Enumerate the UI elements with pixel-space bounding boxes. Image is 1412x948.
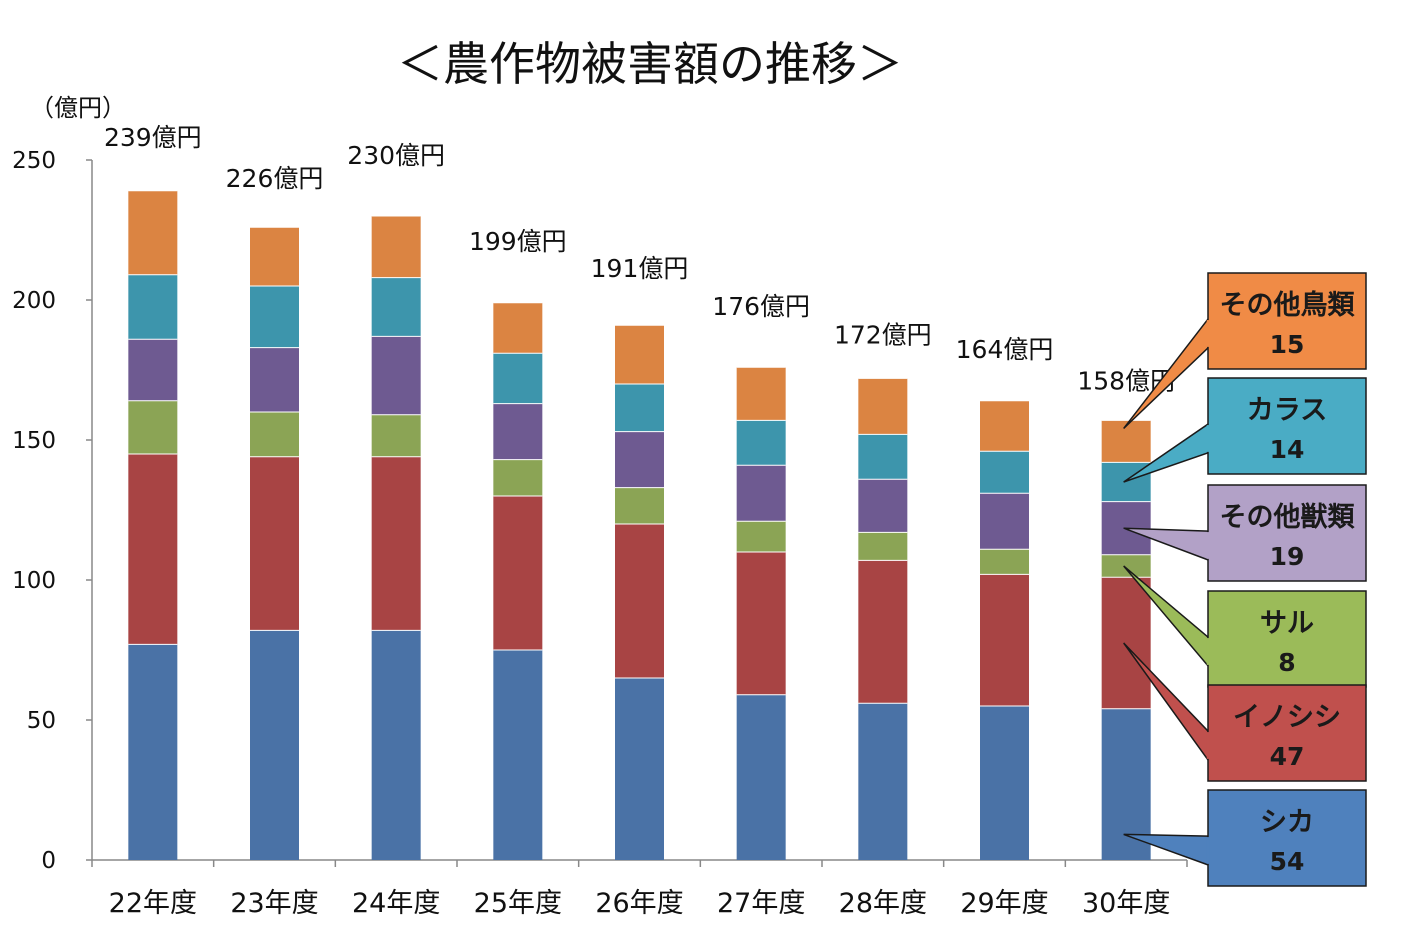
bar-segment-26年度-サル: [615, 487, 664, 524]
bar-segment-28年度-その他鳥類: [858, 378, 908, 435]
bar-segment-29年度-シカ: [980, 706, 1029, 860]
bar-segment-24年度-シカ: [371, 630, 421, 860]
bar-segment-27年度-サル: [736, 521, 786, 552]
bar-segment-22年度-イノシシ: [128, 454, 178, 645]
bar-segment-29年度-その他獣類: [980, 493, 1029, 550]
callout-box: [1207, 272, 1367, 370]
bar-segment-26年度-その他鳥類: [615, 325, 664, 384]
callout-series-value: 8: [1278, 648, 1295, 677]
bar-total-label: 191億円: [591, 254, 689, 283]
bar-segment-24年度-サル: [371, 414, 421, 457]
bar-segment-28年度-サル: [858, 532, 908, 561]
bar-segment-22年度-その他鳥類: [128, 190, 178, 275]
bar-segment-28年度-カラス: [858, 434, 908, 480]
bar-total-label: 230億円: [347, 141, 445, 170]
bar-segment-30年度-イノシシ: [1101, 577, 1151, 709]
bar-segment-30年度-その他鳥類: [1101, 420, 1151, 463]
bar-segment-27年度-カラス: [736, 420, 786, 466]
bar-segment-25年度-シカ: [493, 650, 543, 860]
bar-segment-24年度-その他鳥類: [371, 216, 421, 278]
bar-segment-22年度-シカ: [128, 644, 178, 860]
bar-segment-22年度-カラス: [128, 274, 178, 340]
bar-segment-22年度-その他獣類: [128, 339, 178, 401]
bar-segment-29年度-カラス: [980, 451, 1029, 494]
bar-segment-25年度-その他獣類: [493, 403, 543, 460]
callout-series-value: 47: [1270, 742, 1305, 771]
y-tick-label: 100: [12, 568, 56, 594]
bar-segment-23年度-サル: [250, 412, 299, 457]
callout-series-value: 15: [1270, 330, 1305, 359]
bar-segment-24年度-カラス: [371, 277, 421, 337]
bar-total-label: 176億円: [712, 292, 810, 321]
bar-segment-28年度-イノシシ: [858, 560, 908, 704]
callout-series-value: 54: [1270, 847, 1305, 876]
bar-segment-25年度-その他鳥類: [493, 302, 543, 354]
bar-segment-24年度-イノシシ: [371, 456, 421, 631]
x-category-label: 25年度: [474, 888, 562, 919]
bar-segment-29年度-イノシシ: [980, 574, 1029, 706]
callout-series-name: その他獣類: [1220, 502, 1356, 533]
bar-segment-23年度-イノシシ: [250, 456, 299, 631]
callout-box: [1207, 484, 1367, 582]
bar-total-label: 239億円: [104, 123, 202, 152]
callout-series-value: 14: [1270, 435, 1305, 464]
callout-series-name: イノシシ: [1233, 702, 1341, 733]
callout-box: [1207, 684, 1367, 782]
x-category-label: 27年度: [717, 888, 805, 919]
bar-total-label: 172億円: [834, 320, 932, 349]
y-axis-unit-label: （億円）: [30, 94, 126, 122]
bar-segment-27年度-その他獣類: [736, 465, 786, 522]
callout-box: [1207, 377, 1367, 475]
bar-segment-26年度-カラス: [615, 384, 664, 432]
bar-segment-27年度-イノシシ: [736, 552, 786, 695]
bar-segment-22年度-サル: [128, 400, 178, 454]
bar-segment-26年度-その他獣類: [615, 431, 664, 488]
bar-segment-24年度-その他獣類: [371, 336, 421, 415]
bar-segment-23年度-シカ: [250, 630, 299, 860]
bar-segment-27年度-その他鳥類: [736, 367, 786, 421]
bar-total-label: 164億円: [956, 335, 1054, 364]
x-category-label: 28年度: [839, 888, 927, 919]
y-tick-label: 0: [41, 848, 56, 874]
bar-segment-27年度-シカ: [736, 694, 786, 860]
y-tick-label: 250: [12, 148, 56, 174]
x-category-label: 23年度: [230, 888, 318, 919]
callout-series-name: その他鳥類: [1220, 290, 1356, 321]
callout-series-name: サル: [1260, 608, 1314, 639]
callout-series-name: シカ: [1260, 807, 1314, 838]
bar-segment-28年度-その他獣類: [858, 479, 908, 533]
bar-segment-23年度-カラス: [250, 286, 299, 348]
callout-series-value: 19: [1270, 542, 1305, 571]
y-tick-label: 150: [12, 428, 56, 454]
chart-title: ＜農作物被害額の推移＞: [397, 37, 903, 91]
bar-segment-30年度-サル: [1101, 554, 1151, 578]
y-tick-label: 50: [27, 708, 56, 734]
bar-segment-26年度-イノシシ: [615, 524, 664, 678]
bar-segment-23年度-その他獣類: [250, 347, 299, 412]
bar-total-label: 199億円: [469, 227, 567, 256]
x-category-label: 22年度: [109, 888, 197, 919]
y-tick-label: 200: [12, 288, 56, 314]
x-category-label: 30年度: [1082, 888, 1170, 919]
bar-segment-26年度-シカ: [615, 678, 664, 860]
x-category-label: 29年度: [960, 888, 1048, 919]
callout-series-name: カラス: [1247, 395, 1327, 426]
callout-box: [1207, 789, 1367, 887]
bar-segment-29年度-サル: [980, 549, 1029, 575]
bar-segment-28年度-シカ: [858, 703, 908, 860]
bar-segment-25年度-サル: [493, 459, 543, 496]
bar-segment-25年度-カラス: [493, 353, 543, 404]
x-category-label: 24年度: [352, 888, 440, 919]
bar-total-label: 226億円: [226, 164, 324, 193]
bar-segment-23年度-その他鳥類: [250, 227, 299, 286]
x-category-label: 26年度: [595, 888, 683, 919]
bar-segment-25年度-イノシシ: [493, 496, 543, 650]
bar-segment-29年度-その他鳥類: [980, 400, 1029, 452]
